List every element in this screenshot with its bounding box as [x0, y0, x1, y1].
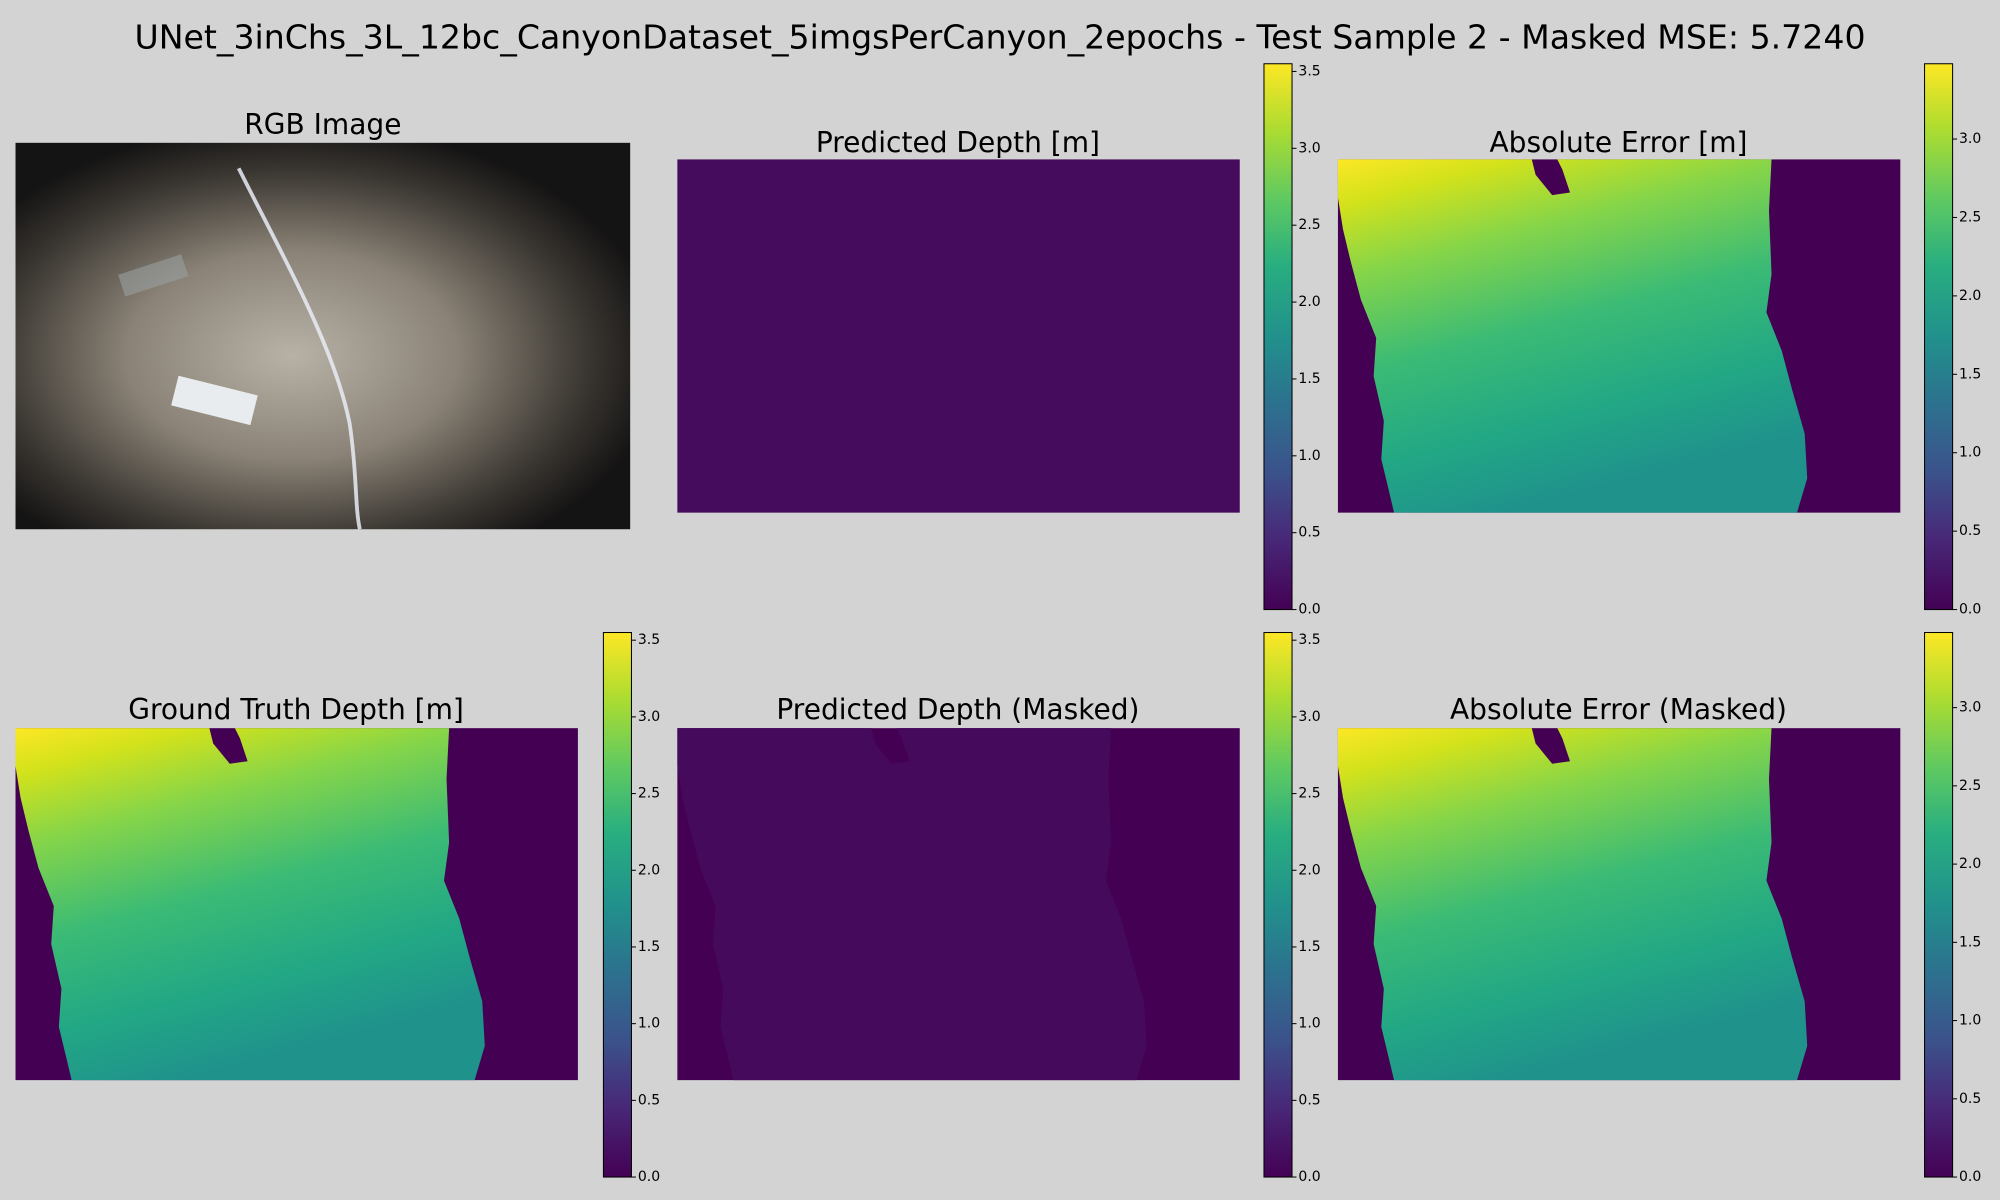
colorbar-tick-label: 0.5 [1298, 1092, 1320, 1108]
panel-title: Predicted Depth (Masked) [776, 693, 1139, 726]
colorbar-tick-label: 1.0 [1959, 445, 1981, 461]
heatmap-image [1337, 159, 1808, 513]
panel-title: Absolute Error [m] [1489, 126, 1747, 159]
heatmap [677, 728, 1240, 1081]
marker-board [171, 375, 258, 426]
colorbar-tick-label: 1.0 [1298, 448, 1320, 464]
colorbar-tick-label: 3.5 [1298, 632, 1320, 648]
colorbar-tick-label: 2.0 [1959, 856, 1981, 872]
panel-title: RGB Image [244, 108, 401, 141]
panel-title: Ground Truth Depth [m] [128, 693, 464, 726]
colorbar-tick-label: 2.0 [638, 862, 660, 878]
colorbar [1263, 63, 1293, 611]
heatmap-image [677, 159, 1240, 513]
colorbar-tick-label: 2.0 [1298, 862, 1320, 878]
colorbar-tick-label: 0.0 [1959, 602, 1981, 618]
colorbar-tick-label: 3.0 [1298, 140, 1320, 156]
colorbar-tick-label: 2.0 [1298, 294, 1320, 310]
heatmap-image [1337, 728, 1808, 1081]
colorbar-tick-label: 3.5 [1298, 63, 1320, 79]
colorbar-tick-label: 0.5 [638, 1092, 660, 1108]
colorbar-tick-label: 1.0 [638, 1016, 660, 1032]
colorbar-tick-label: 2.0 [1959, 288, 1981, 304]
colorbar-tick-label: 1.5 [1959, 366, 1981, 382]
colorbar-tick-label: 3.0 [1959, 700, 1981, 716]
marker-board-far [118, 254, 189, 297]
heatmap [1337, 159, 1901, 513]
colorbar-tick-label: 0.0 [1298, 602, 1320, 618]
colorbar-tick-label: 2.5 [1959, 209, 1981, 225]
figure-title: UNet_3inChs_3L_12bc_CanyonDataset_5imgsP… [134, 17, 1865, 56]
rgb-image [15, 142, 631, 530]
colorbar [1924, 63, 1954, 611]
colorbar-tick-label: 0.5 [1959, 1091, 1981, 1107]
colorbar-tick-label: 1.5 [1298, 939, 1320, 955]
colorbar-tick-label: 1.5 [638, 939, 660, 955]
colorbar-tick-label: 0.0 [1959, 1169, 1981, 1185]
colorbar-tick-label: 3.5 [638, 632, 660, 648]
colorbar-tick-label: 0.0 [1298, 1169, 1320, 1185]
colorbar-tick-label: 0.0 [638, 1169, 660, 1185]
colorbar-tick-label: 3.0 [1298, 709, 1320, 725]
colorbar-tick-label: 1.0 [1298, 1016, 1320, 1032]
panel-title: Predicted Depth [m] [816, 126, 1100, 159]
heatmap [15, 728, 578, 1081]
colorbar-tick-label: 1.5 [1959, 934, 1981, 950]
colorbar-tick-label: 2.5 [1298, 786, 1320, 802]
tape-line [236, 167, 362, 530]
colorbar [1924, 632, 1954, 1178]
colorbar-tick-label: 1.0 [1959, 1013, 1981, 1029]
colorbar-tick-label: 0.5 [1298, 525, 1320, 541]
colorbar-tick-label: 3.0 [638, 709, 660, 725]
colorbar-tick-label: 2.5 [1298, 217, 1320, 233]
colorbar-tick-label: 2.5 [638, 786, 660, 802]
heatmap-image [677, 728, 1147, 1081]
colorbar [602, 632, 632, 1178]
colorbar-tick-label: 3.0 [1959, 131, 1981, 147]
panel-title: Absolute Error (Masked) [1450, 693, 1787, 726]
heatmap-image [15, 728, 485, 1081]
colorbar-tick-label: 1.5 [1298, 371, 1320, 387]
colorbar-tick-label: 2.5 [1959, 778, 1981, 794]
heatmap [677, 159, 1240, 513]
colorbar-tick-label: 0.5 [1959, 523, 1981, 539]
heatmap [1337, 728, 1901, 1081]
colorbar [1263, 632, 1293, 1178]
